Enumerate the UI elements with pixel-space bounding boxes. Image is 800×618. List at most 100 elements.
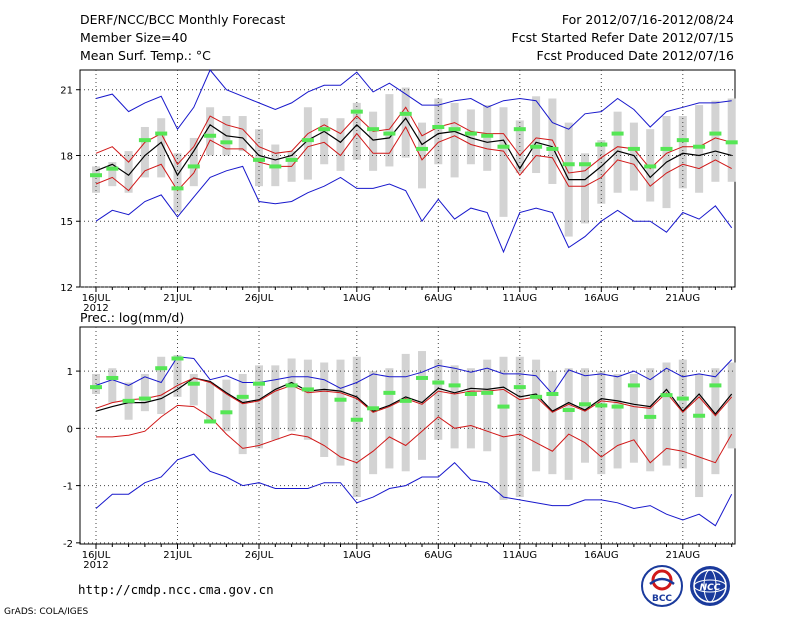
grads-credit: GrADS: COLA/IGES	[4, 607, 88, 617]
temp-median-mark	[627, 146, 640, 151]
prec-range-bar	[727, 362, 736, 449]
temp-median-mark	[611, 131, 624, 136]
temp-range-bar	[189, 137, 198, 187]
forecast-period-label: For 2012/07/16-2012/08/24	[562, 12, 734, 27]
prec-range-bar	[189, 373, 198, 406]
temp-median-mark	[90, 173, 102, 178]
temp-median-mark	[709, 131, 722, 136]
prec-median-mark	[122, 398, 135, 403]
prec-median-mark	[253, 381, 265, 386]
temp-range-bar	[727, 98, 736, 182]
prec-median-mark	[106, 375, 119, 380]
prec-median-mark	[138, 396, 151, 401]
temp-median-mark	[383, 131, 396, 136]
variable-label-precipitation: Prec.: log(mm/d)	[80, 310, 184, 325]
prec-median-mark	[301, 387, 314, 392]
temp-ytick-label: 21	[60, 86, 73, 97]
prec-range-bar	[662, 362, 671, 466]
prec-median-mark	[562, 408, 575, 413]
temp-ytick-label: 15	[60, 217, 73, 228]
temp-median-mark	[220, 140, 233, 145]
prec-median-mark	[416, 375, 428, 380]
temp-median-mark	[171, 186, 184, 191]
prec-median-mark	[464, 391, 477, 396]
prec-median-mark	[611, 404, 624, 409]
temp-median-mark	[318, 127, 331, 132]
prec-range-bar	[548, 371, 557, 475]
prec-range-bar	[532, 359, 541, 472]
prec-range-bar	[466, 368, 475, 449]
temp-xtick-label: 1AUG	[343, 293, 371, 304]
prec-xtick-label: 21AUG	[665, 550, 700, 561]
prec-median-mark	[530, 394, 543, 399]
prec-range-bar	[401, 353, 410, 472]
temp-series-upper-spread	[95, 106, 732, 174]
variable-label-temperature: Mean Surf. Temp.: °C	[80, 48, 211, 63]
temp-range-bar	[581, 153, 589, 224]
prec-year-label: 2012	[83, 560, 108, 571]
prec-xtick-label: 26JUL	[245, 550, 274, 561]
temp-year-label: 2012	[83, 303, 108, 314]
temp-series-lower-envelope	[95, 165, 733, 254]
figure-title: DERF/NCC/BCC Monthly Forecast	[80, 12, 285, 27]
prec-range-bar	[711, 368, 720, 475]
prec-median-mark	[693, 413, 706, 418]
temp-median-mark	[595, 142, 608, 147]
prec-median-mark	[627, 383, 640, 388]
temp-median-mark	[481, 133, 494, 138]
prec-median-mark	[497, 404, 510, 409]
temp-range-bar	[711, 100, 720, 182]
prec-range-bar	[678, 359, 687, 469]
prec-median-mark	[171, 356, 184, 361]
prec-median-mark	[220, 410, 233, 415]
member-size-label: Member Size=40	[80, 30, 187, 45]
prec-range-bar	[157, 356, 166, 415]
prec-range-bar	[320, 362, 329, 457]
temp-median-mark	[106, 166, 119, 171]
temp-xtick-label: 16AUG	[584, 293, 619, 304]
temperature-chart: 12 15 18 21 16JUL 21JUL 26JUL 1AUG 6AUG 11AUG 16AU…	[60, 69, 738, 314]
temp-xtick-label: 21JUL	[163, 293, 192, 304]
prec-ytick-label: 1	[67, 367, 73, 378]
prec-median-mark	[204, 419, 217, 424]
prec-range-bar	[287, 358, 296, 432]
temp-median-mark	[269, 164, 282, 169]
prec-range-bar	[206, 382, 215, 420]
temp-range-bar	[108, 162, 117, 187]
temp-range-bar	[336, 118, 345, 171]
prec-range-bar	[597, 371, 606, 475]
temp-median-mark	[301, 138, 314, 143]
prec-range-bar	[629, 373, 638, 463]
prec-range-bar	[564, 368, 573, 480]
temp-median-mark	[546, 146, 559, 151]
prec-xtick-label: 21JUL	[163, 550, 192, 561]
temp-median-mark	[497, 144, 510, 149]
prec-median-mark	[383, 390, 396, 395]
temp-median-mark	[155, 131, 168, 136]
started-refer-date-label: Fcst Started Refer Date 2012/07/15	[512, 30, 735, 45]
temp-xtick-label: 16JUL	[82, 293, 111, 304]
prec-range-bar	[695, 373, 704, 498]
ncc-logo-text: NCC	[700, 583, 721, 593]
temp-median-mark	[660, 146, 673, 151]
prec-range-bar	[613, 373, 622, 469]
prec-xtick-label: 1AUG	[343, 550, 371, 561]
prec-range-bar	[369, 371, 378, 475]
temp-range-bar	[124, 151, 133, 193]
temp-ytick-label: 12	[60, 283, 73, 294]
prec-median-mark	[399, 398, 412, 403]
temp-median-mark	[399, 111, 412, 116]
temp-range-bar	[238, 116, 247, 152]
bcc-logo: BCC	[641, 565, 683, 607]
prec-range-bar	[450, 365, 459, 449]
temp-median-mark	[432, 124, 445, 129]
temp-median-mark	[676, 138, 689, 143]
prec-median-mark	[513, 385, 526, 390]
prec-ytick-label: -2	[63, 539, 73, 550]
temp-median-mark	[513, 127, 526, 132]
prec-xtick-label: 16AUG	[584, 550, 619, 561]
prec-median-mark	[285, 383, 298, 388]
prec-range-bar	[271, 365, 280, 440]
temp-xtick-label: 26JUL	[245, 293, 274, 304]
prec-median-mark	[90, 385, 102, 390]
